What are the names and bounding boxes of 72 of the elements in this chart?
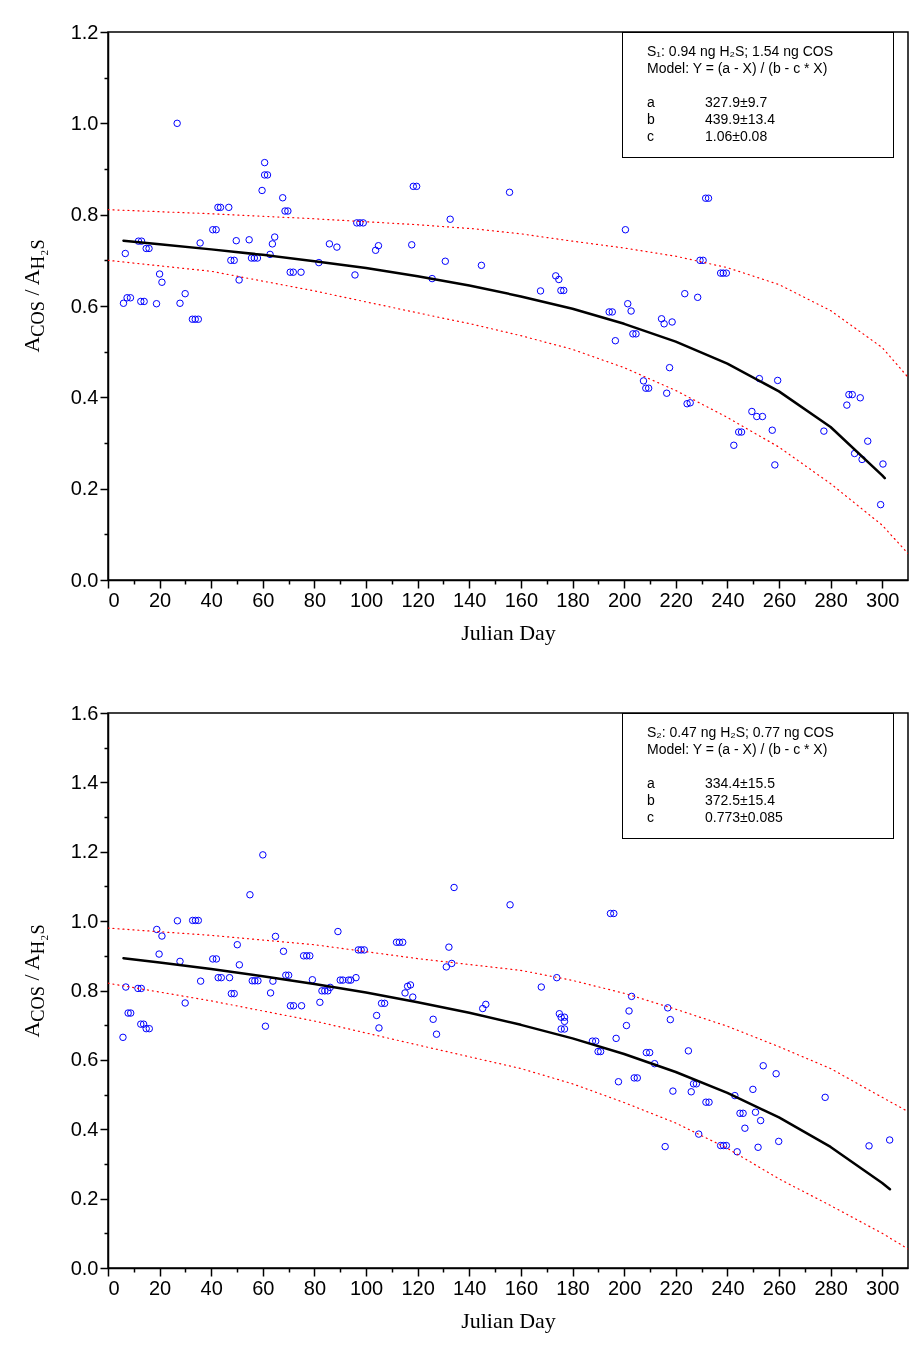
y-tick-label: 1.2 (70, 20, 99, 43)
annotation: b (647, 111, 656, 128)
line-series (108, 927, 908, 1113)
annotation: S₂: 0.47 ng H₂S; 0.77 ng COS (647, 724, 835, 741)
x-tick-label: 20 (148, 588, 172, 611)
x-tick-label: 300 (866, 588, 900, 611)
x-tick-label: 100 (349, 588, 384, 611)
y-tick-label: 0.6 (70, 294, 99, 317)
x-tick-label: 280 (814, 1276, 848, 1299)
annotation: a (647, 775, 656, 792)
x-tick-label: 220 (659, 1276, 693, 1299)
y-tick-label: 0.8 (70, 979, 99, 1001)
annotation: c (647, 809, 655, 826)
x-tick-label: 60 (252, 1276, 275, 1299)
x-tick-label: 140 (453, 588, 487, 611)
y-tick-label: 0.0 (70, 568, 99, 591)
x-axis-title: Julian Day (461, 1307, 556, 1333)
y-tick-label: 0.6 (70, 1048, 99, 1071)
x-tick-label: 240 (711, 1276, 745, 1299)
annotation: 327.9±9.7 (705, 94, 769, 111)
x-tick-label: 220 (659, 588, 693, 611)
annotation: 334.4±15.5 (705, 775, 776, 792)
line-series (108, 982, 908, 1250)
y-tick-label: 0.8 (70, 203, 99, 226)
y-tick-label: 0.2 (70, 1187, 99, 1210)
x-tick-label: 180 (556, 1276, 590, 1299)
x-tick-label: 280 (814, 588, 848, 611)
x-tick-label: 160 (504, 1276, 539, 1299)
annotation: 372.5±15.4 (705, 792, 776, 809)
y-tick-label: 0.4 (70, 1117, 99, 1140)
x-tick-label: 0 (108, 588, 120, 611)
x-tick-label: 20 (148, 1276, 172, 1299)
annotation: c (647, 128, 655, 145)
y-tick-label: 0.2 (70, 477, 99, 500)
annotation: b (647, 792, 656, 809)
x-tick-label: 40 (200, 588, 223, 611)
x-tick-label: 240 (711, 588, 745, 611)
y-tick-label: 0.0 (70, 1256, 99, 1279)
x-tick-label: 180 (556, 588, 590, 611)
x-tick-label: 80 (303, 588, 327, 611)
line-series (122, 239, 887, 480)
annotation: 0.773±0.085 (705, 809, 784, 826)
y-tick-label: 1.6 (70, 701, 99, 724)
y-tick-label: 0.4 (70, 385, 99, 408)
y-tick-label: 1.4 (70, 770, 99, 793)
annotation: 439.9±13.4 (705, 111, 776, 128)
line-series (108, 209, 908, 378)
x-tick-label: 40 (200, 1276, 223, 1299)
annotation: Model: Y = (a - X) / (b - c * X) (647, 60, 829, 77)
line-series (122, 956, 892, 1191)
x-tick-label: 0 (108, 1276, 120, 1299)
x-tick-label: 260 (762, 588, 797, 611)
x-tick-label: 100 (349, 1276, 384, 1299)
x-tick-label: 200 (607, 588, 642, 611)
annotation: a (647, 94, 656, 111)
x-axis-title: Julian Day (461, 619, 556, 645)
annotation: 1.06±0.08 (705, 128, 769, 145)
y-tick-label: 1.0 (70, 111, 99, 134)
x-tick-label: 120 (401, 1276, 435, 1299)
x-tick-label: 60 (252, 588, 275, 611)
annotation: S₁: 0.94 ng H₂S; 1.54 ng COS (647, 43, 835, 60)
y-tick-label: 1.0 (70, 909, 99, 932)
x-tick-label: 120 (401, 588, 435, 611)
x-tick-label: 140 (453, 1276, 487, 1299)
x-tick-label: 160 (504, 588, 539, 611)
x-tick-label: 200 (607, 1276, 642, 1299)
x-tick-label: 260 (762, 1276, 797, 1299)
annotation: Model: Y = (a - X) / (b - c * X) (647, 741, 829, 758)
x-tick-label: 300 (866, 1276, 900, 1299)
x-tick-label: 80 (303, 1276, 327, 1299)
line-series (108, 259, 908, 555)
y-tick-label: 1.2 (70, 840, 99, 863)
